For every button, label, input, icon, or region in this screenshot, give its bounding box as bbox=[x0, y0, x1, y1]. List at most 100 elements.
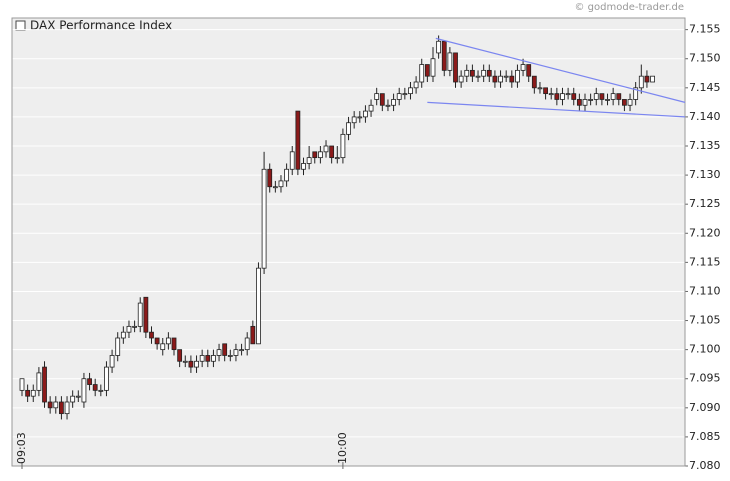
y-tick-label: 7.080 bbox=[689, 459, 721, 472]
candle-body bbox=[616, 93, 622, 100]
candle-body bbox=[132, 325, 138, 328]
candle-body bbox=[115, 337, 121, 356]
candle-body bbox=[368, 104, 374, 112]
candle-body bbox=[357, 116, 363, 119]
candle-body bbox=[188, 360, 194, 368]
candle-body bbox=[53, 401, 59, 409]
trendline bbox=[435, 37, 686, 103]
candle-body bbox=[537, 87, 543, 90]
candle-body bbox=[59, 401, 64, 415]
candle-body bbox=[379, 93, 385, 106]
candle-body bbox=[306, 157, 312, 164]
candle-body bbox=[576, 99, 582, 106]
candle-body bbox=[374, 93, 380, 100]
candle-body bbox=[154, 337, 160, 345]
candle-body bbox=[47, 401, 53, 409]
x-tick-label: 09:03 bbox=[15, 432, 28, 464]
candle-body bbox=[211, 355, 216, 362]
candle-body bbox=[109, 355, 115, 368]
candle-body bbox=[250, 325, 256, 345]
candle-body bbox=[469, 69, 475, 77]
candle-body bbox=[396, 93, 402, 100]
y-tick-label: 7.130 bbox=[689, 168, 721, 181]
candle-body bbox=[216, 349, 222, 356]
y-tick-label: 7.145 bbox=[689, 81, 721, 94]
candle-body bbox=[289, 151, 295, 170]
candle-body bbox=[627, 99, 633, 106]
candle-body bbox=[177, 349, 183, 362]
candle-body bbox=[42, 366, 47, 403]
candle-body bbox=[75, 395, 81, 398]
source: © godmode-trader.de bbox=[575, 2, 685, 13]
candle-body bbox=[160, 343, 166, 351]
legend-label: DAX Performance Index bbox=[30, 19, 172, 33]
candle-body bbox=[408, 87, 413, 95]
candle-body bbox=[475, 75, 481, 78]
candle-body bbox=[509, 75, 515, 83]
candle-body bbox=[599, 93, 605, 100]
trendline bbox=[427, 101, 686, 118]
candle-body bbox=[605, 99, 610, 101]
candle-body bbox=[278, 180, 284, 188]
candle-body bbox=[351, 116, 357, 124]
candle-body bbox=[165, 337, 171, 345]
candle-body bbox=[194, 360, 199, 368]
y-tick-label: 7.095 bbox=[689, 372, 721, 385]
y-tick-label: 7.120 bbox=[689, 226, 721, 239]
candle-body bbox=[498, 75, 503, 83]
candle-body bbox=[256, 267, 261, 345]
candle-body bbox=[261, 168, 267, 269]
candle-body bbox=[436, 40, 442, 54]
candle-body bbox=[143, 296, 149, 333]
candle-body bbox=[205, 355, 211, 362]
candle-body bbox=[295, 110, 301, 170]
candle-body bbox=[120, 331, 126, 339]
candle-body bbox=[638, 75, 644, 89]
candle-body bbox=[385, 104, 391, 107]
candle-body bbox=[531, 75, 537, 89]
candle-body bbox=[515, 69, 520, 83]
candle-body bbox=[199, 355, 205, 362]
candle-body bbox=[503, 75, 509, 78]
y-tick-label: 7.150 bbox=[689, 52, 721, 65]
candle-body bbox=[363, 110, 368, 118]
candle-body bbox=[233, 349, 239, 356]
candle-body bbox=[548, 93, 554, 96]
y-tick-label: 7.100 bbox=[689, 343, 721, 356]
plot-area bbox=[11, 17, 686, 467]
candle-body bbox=[25, 389, 31, 397]
candle-body bbox=[149, 331, 154, 339]
candle-body bbox=[453, 52, 458, 83]
candle-body bbox=[19, 378, 25, 391]
candle-body bbox=[171, 337, 177, 351]
candle-body bbox=[182, 360, 188, 363]
plot-area bbox=[11, 17, 686, 467]
y-tick-label: 7.140 bbox=[689, 110, 721, 123]
legend-swatch bbox=[15, 20, 26, 31]
y-tick-label: 7.105 bbox=[689, 314, 721, 327]
candle-body bbox=[582, 99, 588, 106]
candle-body bbox=[447, 52, 453, 71]
candle-body bbox=[610, 93, 616, 100]
candle-body bbox=[70, 395, 76, 403]
candle-body bbox=[413, 81, 419, 89]
candle-body bbox=[126, 325, 132, 333]
candle-body bbox=[272, 186, 278, 189]
candle-body bbox=[222, 343, 228, 356]
y-tick-label: 7.125 bbox=[689, 197, 721, 210]
candle-body bbox=[98, 389, 104, 392]
candle-body bbox=[644, 75, 650, 83]
candle-body bbox=[346, 122, 351, 135]
candle-body bbox=[419, 64, 425, 83]
candle-body bbox=[329, 145, 335, 159]
candle-body bbox=[458, 75, 464, 83]
y-tick-label: 7.090 bbox=[689, 401, 721, 414]
candle-body bbox=[588, 99, 594, 101]
candle-body bbox=[441, 40, 447, 71]
candle-body bbox=[87, 378, 92, 385]
candle-body bbox=[402, 93, 408, 96]
candle-body bbox=[239, 349, 244, 352]
candle-body bbox=[340, 133, 346, 159]
candle-body bbox=[36, 372, 42, 391]
candle-body bbox=[334, 157, 340, 160]
